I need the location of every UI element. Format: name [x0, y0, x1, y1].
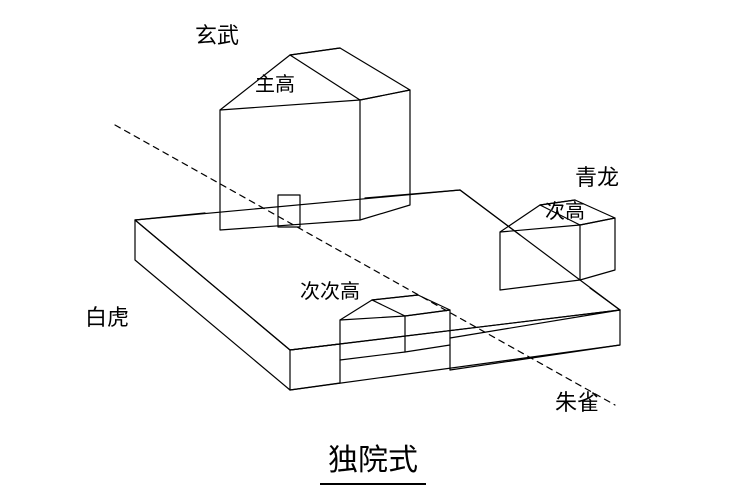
courtyard-diagram: [0, 0, 750, 500]
label-third-height: 次次高: [300, 275, 360, 304]
diagram-title: 独院式: [320, 435, 426, 485]
label-main-height: 主高: [255, 68, 295, 97]
wall-back-left: [135, 213, 205, 220]
label-east: 青龙: [575, 160, 619, 192]
label-west: 白虎: [85, 300, 129, 332]
gate-house: [340, 295, 450, 360]
wall-right-lower: [590, 288, 620, 310]
label-north: 玄武: [195, 18, 239, 50]
main-house: [220, 48, 410, 230]
axis-line: [115, 125, 615, 405]
label-south: 朱雀: [555, 385, 599, 417]
wall-right-upper: [460, 190, 520, 235]
label-second-height: 次高: [545, 195, 585, 224]
wall-left: [135, 220, 290, 390]
wall-back-right: [365, 190, 460, 198]
